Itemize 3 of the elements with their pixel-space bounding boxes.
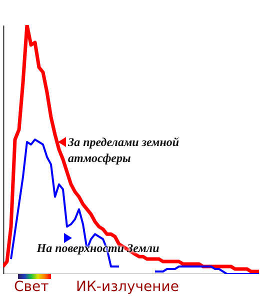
- text: Свет: [14, 279, 49, 295]
- annotation: За пределами земной атмосферы: [68, 134, 180, 166]
- text: ИК-излучение: [76, 279, 179, 295]
